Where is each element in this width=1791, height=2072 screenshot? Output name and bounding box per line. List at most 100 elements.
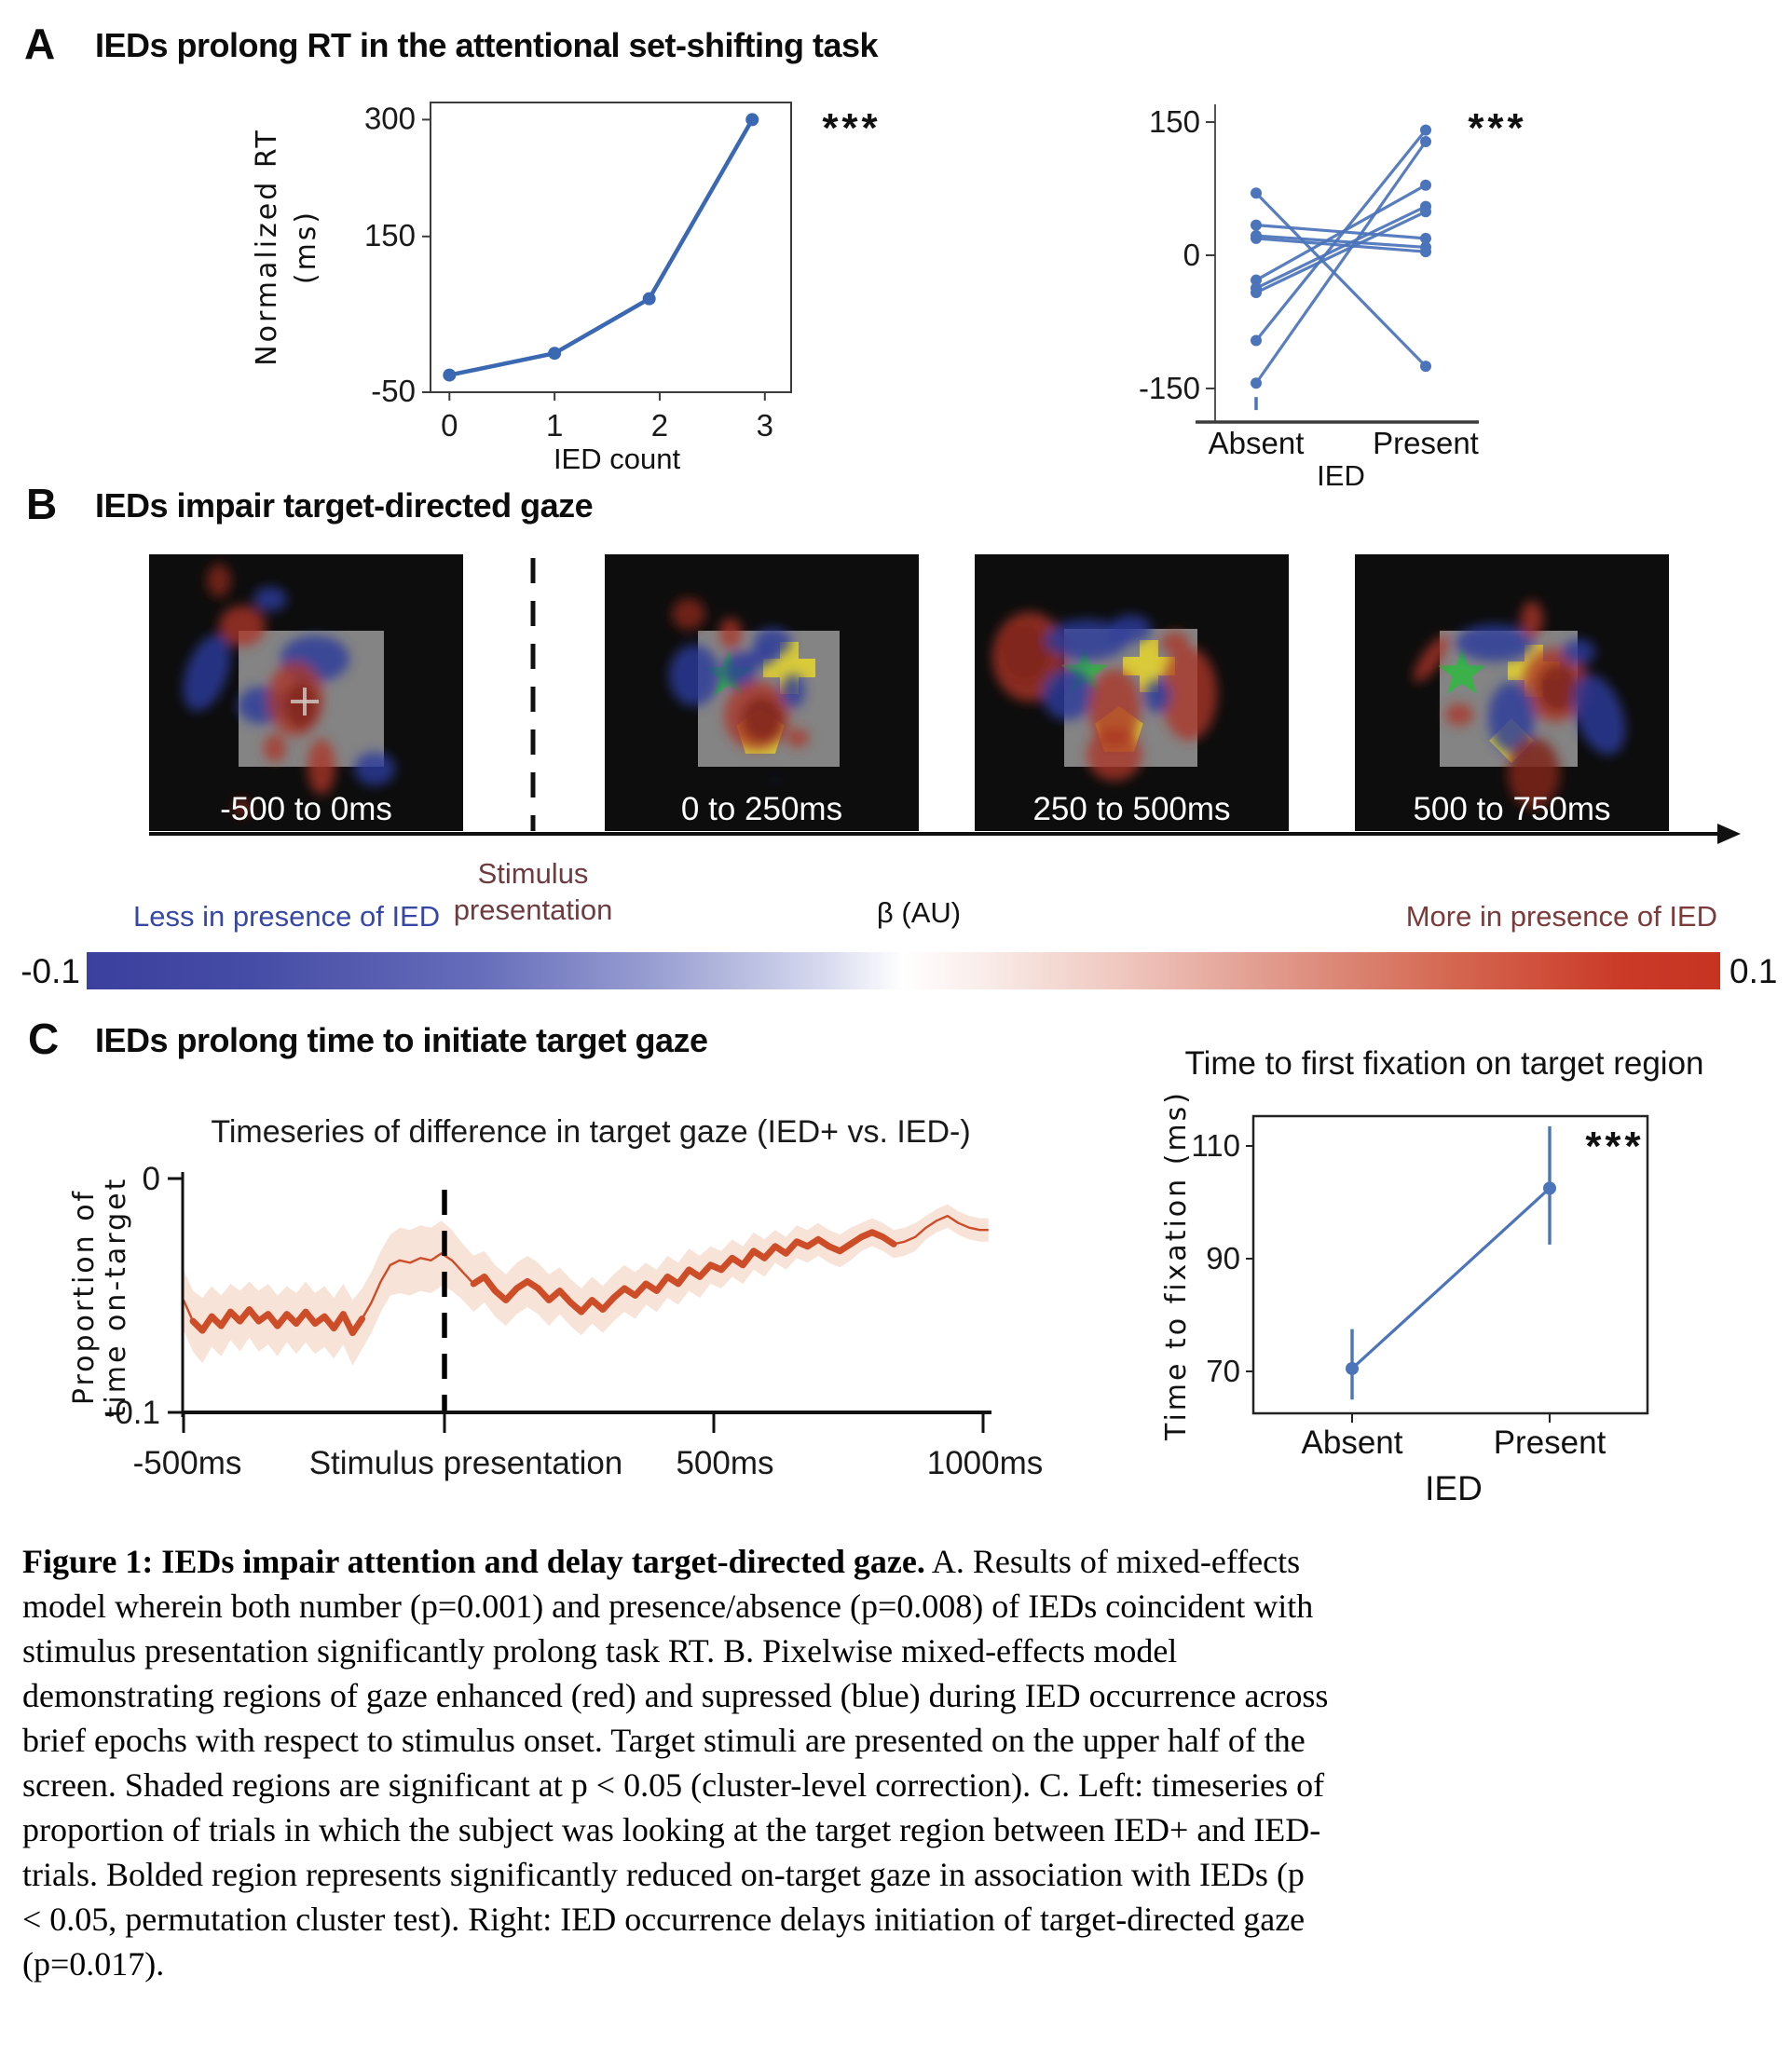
- gaze-blob-red: [1088, 669, 1141, 747]
- pair-line: [1255, 210, 1427, 294]
- caption-text: A. Results of mixed-effects: [924, 1543, 1301, 1580]
- y-tick-label: 150: [364, 218, 416, 252]
- caption-text: < 0.05, permutation cluster test). Right…: [22, 1901, 1306, 1938]
- caption-line: Figure 1: IEDs impair attention and dela…: [22, 1539, 1778, 1584]
- gaze-blob-red: [219, 606, 266, 647]
- epoch-time-label: 250 to 500ms: [1032, 791, 1230, 827]
- gaze-blob-blue: [1562, 639, 1595, 665]
- gaze-blob-blue: [723, 651, 757, 688]
- category-label: Present: [1373, 426, 1479, 460]
- data-point: [1420, 232, 1431, 244]
- gaze-blob-blue: [1144, 679, 1170, 713]
- heatmap-epoch-row: -500 to 0ms 0 to 250ms 250 to 500ms 500 to …: [149, 554, 1741, 844]
- gaze-blob-red: [1161, 632, 1189, 654]
- plot-box: [430, 102, 792, 393]
- gaze-blob-blue: [1572, 674, 1626, 756]
- caption-line: demonstrating regions of gaze enhanced (…: [22, 1673, 1778, 1718]
- category-label: Absent: [1209, 426, 1305, 460]
- caption-bold-heading: Figure 1: IEDs impair attention and dela…: [22, 1543, 925, 1580]
- stimulus-presentation-label: Stimulus presentation: [391, 855, 675, 928]
- caption-line: stimulus presentation significantly prol…: [22, 1629, 1778, 1673]
- panel-a-label: A: [24, 20, 56, 68]
- gaze-blob-red: [1508, 738, 1560, 809]
- y-axis-label: (ms): [290, 210, 322, 284]
- y-tick-label: 110: [1191, 1128, 1240, 1163]
- data-point: [642, 292, 656, 306]
- data-point: [548, 347, 562, 361]
- gaze-blob-red: [786, 729, 809, 747]
- colorbar-gradient: [87, 952, 1720, 989]
- data-point: [1251, 219, 1262, 231]
- panel-b-label: B: [26, 480, 58, 528]
- caption-text: stimulus presentation significantly prol…: [22, 1632, 1178, 1670]
- data-point: [443, 368, 457, 382]
- gaze-blob-red: [284, 682, 318, 729]
- category-label: Absent: [1302, 1424, 1403, 1461]
- stimulus-presentation-line1: Stimulus: [477, 857, 589, 890]
- x-axis-label: IED: [1425, 1469, 1483, 1507]
- data-point: [1251, 274, 1262, 286]
- mean-point: [1346, 1361, 1359, 1375]
- significance-stars: ***: [822, 105, 881, 151]
- panel-a-title: IEDs prolong RT in the attentional set-s…: [95, 26, 879, 64]
- gaze-blob-red: [742, 697, 783, 742]
- gaze-blob-blue: [781, 675, 805, 708]
- colorbar-title: β (AU): [876, 896, 962, 929]
- panel-c-label: C: [28, 1015, 60, 1063]
- gaze-blob-red: [1445, 703, 1473, 726]
- data-point: [1251, 377, 1262, 389]
- colorbar-left-label: Less in presence of IED: [133, 900, 441, 933]
- data-point: [1251, 334, 1262, 347]
- gaze-blob-red: [719, 618, 742, 649]
- y-tick-label: 0: [143, 1161, 160, 1197]
- colorbar-max-label: 0.1: [1729, 952, 1778, 990]
- chart-gaze-timeseries: 0 -0.1 -500ms Stimulus presentation 500ms 100…: [68, 1161, 1043, 1481]
- gaze-blob-red: [207, 564, 231, 597]
- timeline-arrowhead-icon: [1717, 824, 1741, 844]
- caption-line: brief epochs with respect to stimulus on…: [22, 1718, 1778, 1763]
- gaze-blob-red: [308, 739, 335, 795]
- caption-text: demonstrating regions of gaze enhanced (…: [22, 1677, 1329, 1714]
- data-point: [1420, 179, 1431, 191]
- mean-point: [1543, 1181, 1556, 1195]
- gaze-blob-blue: [183, 634, 231, 712]
- confidence-band: [184, 1204, 989, 1366]
- data-point: [1251, 287, 1262, 299]
- y-tick-label: -0.1: [104, 1395, 160, 1431]
- x-axis-label: IED count: [554, 443, 681, 475]
- y-tick-label: 70: [1206, 1354, 1240, 1388]
- caption-text: brief epochs with respect to stimulus on…: [22, 1722, 1306, 1759]
- caption-line: screen. Shaded regions are significant a…: [22, 1763, 1778, 1807]
- caption-text: model wherein both number (p=0.001) and …: [22, 1588, 1314, 1625]
- fixation-title: Time to first fixation on target region: [1184, 1045, 1704, 1082]
- chart-time-to-fixation: 110 90 70 Absent Present IED *** Time to fixati…: [1160, 1090, 1649, 1507]
- epoch-time-label: 0 to 250ms: [681, 791, 842, 827]
- gaze-blob-red: [264, 734, 286, 762]
- stimulus-presentation-tick-label: Stimulus presentation: [309, 1445, 623, 1481]
- x-tick-label: 1000ms: [927, 1445, 1044, 1481]
- pair-line: [1254, 192, 1428, 368]
- heatmap-epoch: 500 to 750ms: [1355, 554, 1669, 831]
- pair-line: [1255, 237, 1427, 253]
- pair-line: [1255, 184, 1427, 282]
- caption-text: trials. Bolded region represents signifi…: [22, 1856, 1305, 1893]
- data-point: [745, 113, 759, 127]
- y-axis-label: Normalized RT: [251, 128, 283, 366]
- x-tick-label: 0: [441, 408, 458, 443]
- heatmap-epoch: -500 to 0ms: [149, 554, 463, 831]
- panel-b-title: IEDs impair target-directed gaze: [95, 486, 594, 525]
- gaze-blob-blue: [1042, 668, 1094, 720]
- data-point: [1251, 232, 1262, 244]
- green-star-stimulus: [1060, 648, 1109, 693]
- gaze-blob-red: [1521, 601, 1543, 638]
- gaze-blob-red: [1538, 663, 1579, 712]
- series-line: [448, 118, 755, 377]
- heatmap-epoch: 250 to 500ms: [975, 554, 1289, 831]
- gaze-blob-layer: [1413, 601, 1626, 809]
- data-point: [1420, 246, 1431, 258]
- category-label: Present: [1494, 1424, 1606, 1461]
- gaze-blob-red: [1001, 622, 1049, 682]
- y-axis-label: time on-target: [100, 1177, 132, 1418]
- pair-line: [1254, 141, 1428, 385]
- gaze-blob-blue: [1111, 615, 1152, 643]
